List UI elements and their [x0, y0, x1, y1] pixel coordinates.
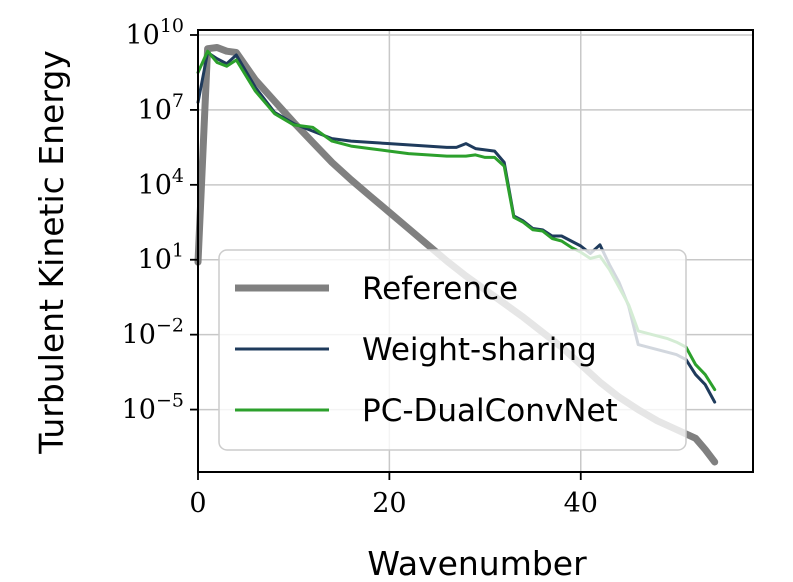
- y-tick-exponent: 1: [172, 240, 184, 262]
- legend-label-pc-dualconvnet: PC-DualConvNet: [362, 393, 618, 429]
- x-axis-title: Wavenumber: [367, 544, 587, 582]
- y-tick-label: 1010: [125, 15, 184, 51]
- y-tick-base: 10: [122, 395, 156, 426]
- y-axis-title: Turbulent Kinetic Energy: [32, 50, 71, 455]
- y-tick-base: 10: [138, 245, 172, 276]
- y-tick-label: 10−2: [122, 315, 184, 351]
- legend: Reference Weight-sharing PC-DualConvNet: [218, 249, 687, 451]
- y-tick-exponent: −2: [156, 315, 184, 337]
- y-tick-label: 101: [138, 240, 184, 276]
- y-tick-base: 10: [138, 170, 172, 201]
- y-tick-label: 107: [138, 90, 184, 126]
- y-tick-exponent: 10: [160, 15, 184, 37]
- plot-frame: [197, 29, 754, 473]
- y-tick-exponent: −5: [156, 390, 184, 412]
- y-tick-label: 10−5: [122, 390, 184, 426]
- x-tick-label: 40: [564, 488, 598, 519]
- y-tick-base: 10: [122, 320, 156, 351]
- y-tick-base: 10: [125, 20, 159, 51]
- y-tick-label: 104: [138, 165, 184, 201]
- y-tick-base: 10: [138, 95, 172, 126]
- legend-box: [218, 249, 687, 451]
- x-tick-label: 0: [189, 488, 206, 519]
- legend-label-weight-sharing: Weight-sharing: [362, 332, 597, 368]
- legend-label-reference: Reference: [362, 271, 518, 307]
- y-tick-exponent: 4: [172, 165, 184, 187]
- y-tick-exponent: 7: [172, 90, 184, 112]
- x-tick-label: 20: [372, 488, 406, 519]
